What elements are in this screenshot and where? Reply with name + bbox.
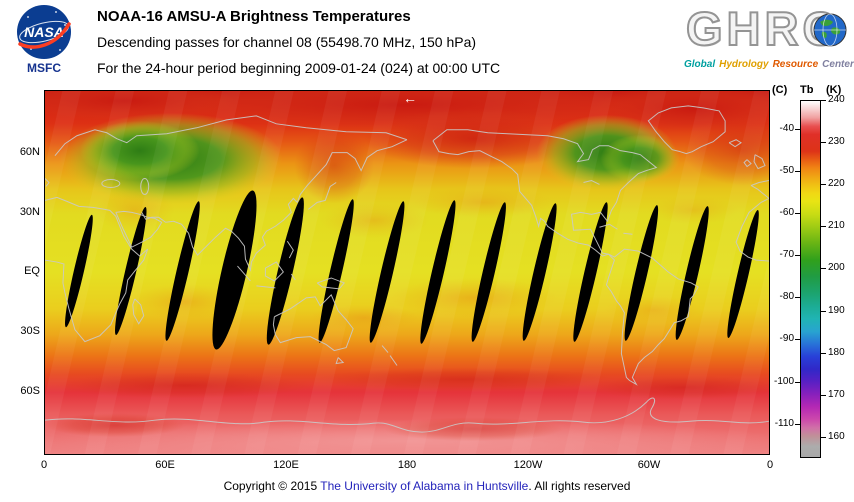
colorbar-tick [820, 310, 826, 312]
lon-label: 120E [273, 459, 299, 471]
ghrc-tagline: Global Hydrology Resource Center [682, 59, 854, 70]
colorbar-tick [795, 128, 801, 130]
colorbar-tick [820, 184, 826, 186]
colorbar-title-tb: Tb [800, 84, 814, 96]
copyright-post: . All rights reserved [528, 479, 631, 493]
nasa-insignia-icon: NASA [17, 5, 71, 59]
colorbar-kelvin-label: 170 [828, 388, 845, 400]
colorbar-tick [795, 213, 801, 215]
globe-icon [812, 12, 848, 48]
lat-label: 60N [19, 146, 40, 158]
copyright-pre: Copyright © 2015 [223, 479, 321, 493]
colorbar-gradient [800, 100, 821, 458]
colorbar-tick [795, 339, 801, 341]
colorbar-celsius-label: -80 [779, 291, 794, 303]
orbit-gaps [65, 190, 759, 350]
page-subtitle-channel: Descending passes for channel 08 (55498.… [97, 34, 477, 50]
colorbar-kelvin-label: 190 [828, 304, 845, 316]
colorbar-kelvin-label: 230 [828, 136, 845, 148]
colorbar-celsius-label: -70 [779, 249, 794, 261]
colorbar-celsius-label: -40 [779, 122, 794, 134]
lat-label: 30N [19, 206, 40, 218]
colorbar-tick [795, 255, 801, 257]
temperature-map [45, 91, 769, 454]
colorbar-tick [820, 436, 826, 438]
colorbar-celsius-label: -110 [774, 417, 794, 429]
colorbar-kelvin-label: 180 [828, 346, 845, 358]
colorbar-tick [820, 394, 826, 396]
colorbar-celsius-label: -90 [779, 333, 794, 345]
scan-direction-arrow: ← [403, 90, 417, 106]
lat-label: 30S [20, 325, 40, 337]
colorbar-kelvin-label: 160 [828, 430, 845, 442]
lat-label: EQ [24, 265, 40, 277]
map-frame: ← [44, 90, 770, 455]
lon-label: 180 [397, 459, 417, 471]
ghrc-logo-text: GHRC [685, 1, 841, 56]
colorbar-tick [795, 170, 801, 172]
page-title: NOAA-16 AMSU-A Brightness Temperatures [97, 8, 411, 25]
colorbar-tick [795, 423, 801, 425]
colorbar-celsius-label: -100 [773, 375, 794, 387]
nasa-logo: NASA [16, 4, 72, 60]
lon-label: 60E [155, 459, 175, 471]
lon-label: 0 [766, 459, 774, 471]
colorbar-tick [820, 226, 826, 228]
university-name: The University of Alabama in Huntsville [320, 479, 529, 493]
msfc-label: MSFC [27, 61, 61, 75]
ghrc-tagline-word: Center [822, 59, 854, 70]
ghrc-logo: GHRC [685, 0, 852, 58]
colorbar-title-kelvin: (K) [826, 84, 842, 96]
lat-label: 60S [20, 385, 40, 397]
colorbar-kelvin-label: 210 [828, 220, 845, 232]
colorbar-tick [795, 381, 801, 383]
page-subtitle-period: For the 24-hour period beginning 2009-01… [97, 60, 501, 76]
colorbar-celsius-label: -60 [779, 207, 794, 219]
colorbar-tick [820, 268, 826, 270]
colorbar-title-celsius: (C) [772, 84, 788, 96]
coastlines [45, 105, 769, 433]
colorbar-tick [820, 352, 826, 354]
colorbar-tick [795, 297, 801, 299]
ghrc-tagline-word: Resource [772, 59, 819, 70]
colorbar-kelvin-label: 220 [828, 178, 845, 190]
lon-label: 0 [40, 459, 48, 471]
nasa-logo-text: NASA [24, 24, 64, 40]
colorbar-kelvin-label: 240 [828, 94, 845, 105]
lon-label: 120W [513, 459, 543, 471]
temperature-field [45, 91, 769, 454]
colorbar-kelvin-label: 200 [828, 262, 845, 274]
ghrc-tagline-word: Global [684, 59, 716, 70]
copyright-footer: Copyright © 2015 The University of Alaba… [0, 479, 854, 493]
lon-label: 60W [637, 459, 661, 471]
colorbar-tick [820, 142, 826, 144]
ghrc-tagline-word: Hydrology [719, 59, 769, 70]
colorbar-tick [820, 100, 826, 101]
colorbar-celsius-label: -50 [779, 164, 794, 176]
